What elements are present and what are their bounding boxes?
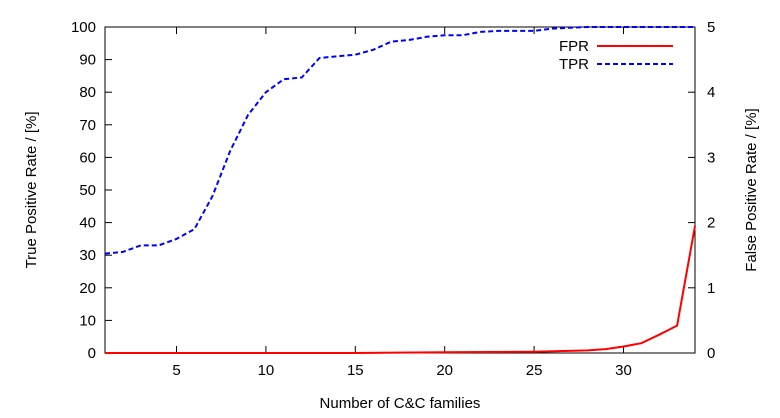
y-left-tick-label: 90: [79, 52, 96, 69]
y-right-tick-label: 2: [707, 215, 715, 232]
y-right-axis-ticks: 0 1 2 3 4 5: [688, 19, 715, 362]
series-line-fpr: [105, 225, 696, 354]
y-right-tick-label: 5: [707, 19, 715, 36]
series-lines: [104, 26, 696, 354]
x-tick-label: 20: [436, 362, 453, 379]
y-left-tick-label: 70: [79, 117, 96, 134]
x-tick-label: 15: [347, 362, 364, 379]
y-left-tick-label: 20: [79, 280, 96, 297]
plot-area-frame: [104, 26, 696, 354]
x-tick-label: 10: [258, 362, 275, 379]
x-axis-label: Number of C&C families: [320, 395, 481, 412]
y-right-axis-label: False Positive Rate / [%]: [743, 108, 760, 271]
y-left-axis-ticks: 0 10 20 30 40 50 60 70 80 90 100: [71, 19, 112, 362]
y-right-tick-label: 4: [707, 84, 715, 101]
y-left-tick-label: 50: [79, 182, 96, 199]
x-tick-label: 25: [526, 362, 543, 379]
y-left-tick-label: 10: [79, 312, 96, 329]
y-right-tick-label: 1: [707, 280, 715, 297]
y-left-tick-label: 60: [79, 149, 96, 166]
y-left-tick-label: 80: [79, 84, 96, 101]
legend-label-fpr: FPR: [559, 38, 589, 55]
y-left-tick-label: 0: [88, 345, 96, 362]
y-right-tick-label: 3: [707, 149, 715, 166]
series-line-tpr: [104, 26, 695, 255]
x-tick-label: 5: [172, 362, 180, 379]
y-left-axis-label: True Positive Rate / [%]: [23, 111, 40, 268]
y-right-tick-label: 0: [707, 345, 715, 362]
y-left-tick-label: 30: [79, 247, 96, 264]
x-tick-label: 30: [615, 362, 632, 379]
x-axis-ticks: 5 10 15 20 25 30: [172, 27, 632, 379]
y-left-tick-label: 100: [71, 19, 96, 36]
legend-label-tpr: TPR: [559, 56, 589, 73]
y-left-tick-label: 40: [79, 215, 96, 232]
